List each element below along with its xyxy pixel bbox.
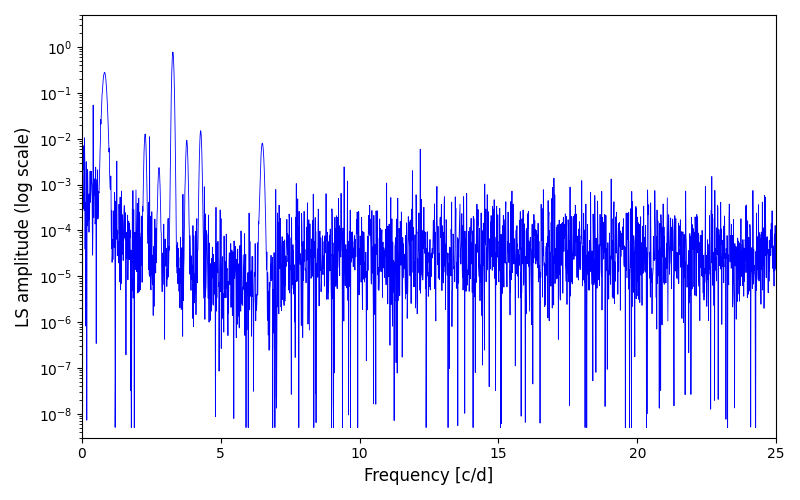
X-axis label: Frequency [c/d]: Frequency [c/d] xyxy=(364,467,494,485)
Y-axis label: LS amplitude (log scale): LS amplitude (log scale) xyxy=(15,126,33,326)
